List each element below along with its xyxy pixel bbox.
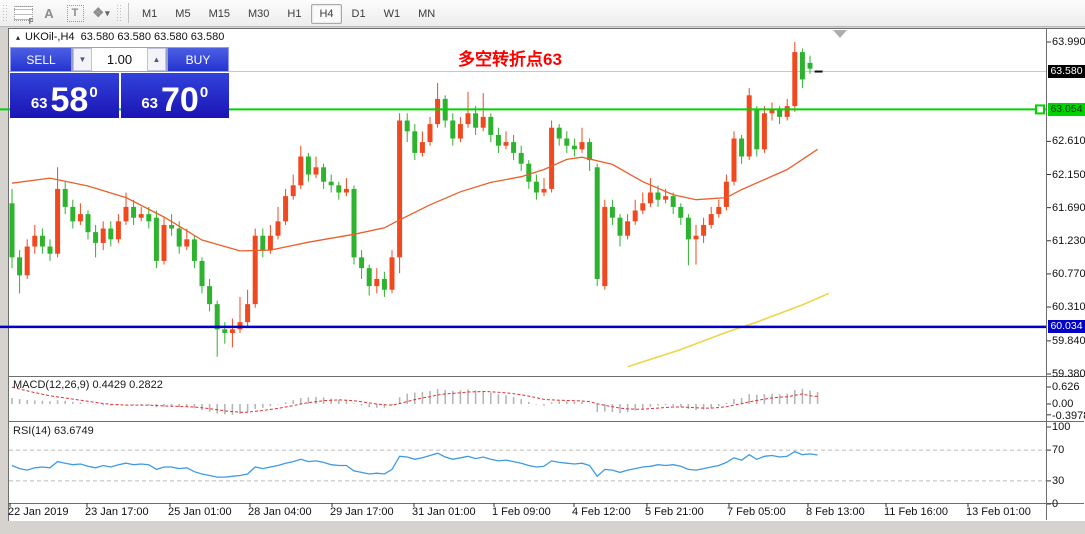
text-tool-icon[interactable]: A <box>44 5 54 21</box>
timeframe-button-m5[interactable]: M5 <box>175 8 191 20</box>
toolbar-grip[interactable] <box>2 4 7 22</box>
buy-button[interactable]: BUY <box>167 47 229 72</box>
text-label-icon: T <box>66 4 84 22</box>
ohlc-values: 63.580 63.580 63.580 63.580 <box>80 31 225 43</box>
volume-increase-button[interactable]: ▲ <box>147 48 166 71</box>
indicator-axis-tick: 30 <box>1052 474 1065 487</box>
price-axis-tick: 59.840 <box>1052 334 1085 347</box>
time-axis-label: 11 Feb 16:00 <box>884 506 949 518</box>
sell-price-sup: 0 <box>89 84 98 101</box>
resistance-price-badge[interactable]: 63.054 <box>1048 102 1085 116</box>
trade-panel-top-row: SELL ▼ 1.00 ▲ BUY <box>10 47 229 72</box>
time-axis-label: 23 Jan 17:00 <box>85 506 149 518</box>
timeframe-button-m1[interactable]: M1 <box>142 8 158 20</box>
timeframe-button-m30[interactable]: M30 <box>247 8 270 20</box>
sell-price-big: 58 <box>50 81 89 120</box>
fibonacci-icon: F <box>13 5 34 26</box>
timeframe-button-w1[interactable]: W1 <box>383 8 401 20</box>
buy-price-panel[interactable]: 63 70 0 <box>120 73 229 120</box>
time-axis-label: 22 Jan 2019 <box>8 506 69 518</box>
price-axis-tick: 60.770 <box>1052 267 1085 280</box>
time-axis-label: 5 Feb 21:00 <box>645 506 704 518</box>
buy-price-sup: 0 <box>199 84 209 101</box>
time-axis-label: 1 Feb 09:00 <box>492 506 551 518</box>
top-toolbar: F A T ❖ ▾ M1 M5 M15 M30 H1 H4 D1 W1 MN <box>0 0 1085 27</box>
price-axis-tick: 60.310 <box>1052 301 1085 314</box>
arrows-icon: ❖ <box>92 5 105 20</box>
buy-price-small: 63 <box>141 95 158 112</box>
volume-decrease-button[interactable]: ▼ <box>73 48 92 71</box>
time-axis-label: 31 Jan 01:00 <box>412 506 476 518</box>
fibonacci-tool-icon[interactable]: F <box>11 3 35 26</box>
current-price-badge: 63.580 <box>1048 65 1085 79</box>
indicator-axis-tick: 100 <box>1052 421 1071 433</box>
text-label-tool-icon[interactable]: T <box>63 3 87 23</box>
indicator-axis-tick: 0 <box>1052 498 1059 510</box>
timeframe-toolbar-grip[interactable] <box>116 4 121 22</box>
sell-price-panel[interactable]: 63 58 0 <box>10 73 119 118</box>
buy-price-big: 70 <box>161 81 199 120</box>
price-axis-tick: 62.610 <box>1052 135 1085 148</box>
timeframe-button-h1[interactable]: H1 <box>287 8 302 20</box>
chevron-down-icon[interactable]: ▾ <box>105 7 110 18</box>
timeframe-button-d1[interactable]: D1 <box>351 8 366 20</box>
time-axis-label: 29 Jan 17:00 <box>330 506 394 518</box>
time-axis-label: 13 Feb 01:00 <box>966 506 1031 518</box>
price-axis-tick: 61.690 <box>1052 201 1085 214</box>
rsi-label: RSI(14) 63.6749 <box>13 425 94 437</box>
indicator-axis-tick: 0.00 <box>1052 398 1074 410</box>
timeframe-button-mn[interactable]: MN <box>418 8 436 20</box>
chart-title: ▴ UKOil-,H4 63.580 63.580 63.580 63.580 <box>16 31 224 43</box>
timeframe-button-h4[interactable]: H4 <box>311 4 342 24</box>
volume-stepper: ▼ 1.00 ▲ <box>72 47 167 72</box>
time-axis-label: 4 Feb 12:00 <box>572 506 631 518</box>
sell-button[interactable]: SELL <box>10 47 72 72</box>
arrows-tool-icon[interactable]: ❖ ▾ <box>89 3 113 23</box>
price-axis-tick: 59.380 <box>1052 368 1085 380</box>
price-axis-tick: 61.230 <box>1052 234 1085 247</box>
timeframe-button-m15[interactable]: M15 <box>208 8 230 20</box>
support-price-badge[interactable]: 60.034 <box>1048 320 1085 334</box>
toolbar-separator <box>128 3 129 23</box>
indicator-axis-tick: 0.626 <box>1052 380 1080 393</box>
time-axis-label: 28 Jan 04:00 <box>248 506 312 518</box>
timeframe-button-group: M1 M5 M15 M30 H1 H4 D1 W1 MN <box>133 4 444 24</box>
indicator-axis-tick: -0.3978 <box>1052 409 1085 422</box>
macd-label: MACD(12,26,9) 0.4429 0.2822 <box>13 379 163 391</box>
status-bar <box>0 521 1085 534</box>
chart-shift-marker-icon[interactable] <box>833 30 847 38</box>
price-axis-tick: 63.990 <box>1052 36 1085 48</box>
time-axis-label: 7 Feb 05:00 <box>727 506 786 518</box>
one-click-collapse-icon[interactable]: ▴ <box>16 33 21 42</box>
time-axis-label: 8 Feb 13:00 <box>806 506 865 518</box>
chart-text-annotation[interactable]: 多空转折点63 <box>458 50 562 69</box>
volume-input[interactable]: 1.00 <box>106 52 133 67</box>
price-axis-tick: 62.150 <box>1052 168 1085 181</box>
trade-panel-prices: 63 58 0 63 70 0 <box>10 73 229 118</box>
time-axis-label: 25 Jan 01:00 <box>168 506 232 518</box>
indicator-axis-tick: 70 <box>1052 444 1065 457</box>
symbol-timeframe-label: UKOil-,H4 <box>25 31 75 43</box>
sell-price-small: 63 <box>30 95 48 112</box>
one-click-trading-panel: SELL ▼ 1.00 ▲ BUY 63 58 0 63 70 0 <box>10 47 229 118</box>
